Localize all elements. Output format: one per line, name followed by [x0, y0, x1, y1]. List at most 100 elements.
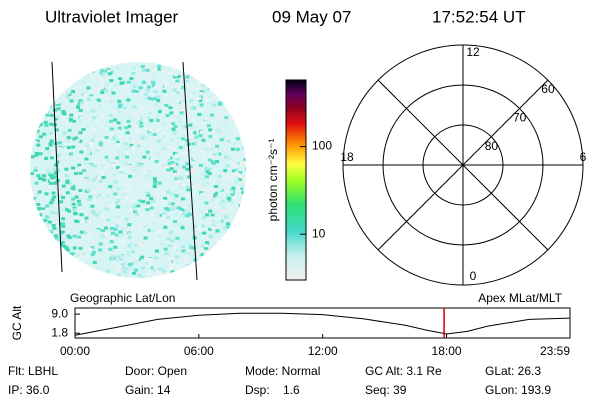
pixel	[189, 133, 194, 137]
pixel	[171, 257, 176, 261]
pixel	[208, 169, 213, 173]
pixel	[103, 204, 108, 208]
pixel	[143, 118, 147, 122]
pixel	[115, 166, 120, 170]
pixel	[181, 99, 186, 103]
pixel	[143, 127, 148, 131]
pixel	[101, 229, 105, 233]
pixel	[178, 238, 183, 242]
pixel	[161, 190, 166, 194]
pixel	[98, 141, 103, 145]
pixel	[156, 270, 161, 274]
pixel	[113, 180, 118, 184]
pixel	[172, 170, 177, 174]
pixel	[124, 217, 129, 221]
pixel	[174, 194, 179, 198]
pixel	[134, 268, 138, 272]
pixel	[35, 207, 40, 211]
pixel	[198, 228, 203, 232]
pixel	[168, 156, 173, 160]
pixel	[71, 166, 76, 170]
pixel	[71, 252, 76, 256]
pixel	[65, 191, 70, 195]
pixel	[221, 118, 226, 122]
pixel	[175, 157, 180, 161]
pixel	[171, 222, 176, 226]
pixel	[125, 96, 130, 100]
pixel	[73, 172, 78, 175]
pixel	[127, 232, 132, 236]
pixel	[235, 172, 240, 176]
pixel	[134, 259, 139, 263]
pixel	[146, 273, 151, 276]
pixel	[165, 190, 170, 194]
pixel	[225, 193, 230, 197]
pixel	[175, 265, 180, 269]
pixel	[205, 170, 210, 174]
pixel	[163, 165, 168, 169]
pixel	[151, 268, 156, 272]
pixel	[181, 252, 186, 256]
pixel	[34, 153, 39, 157]
pixel	[90, 75, 95, 79]
pixel	[87, 147, 92, 151]
pixel	[219, 225, 224, 229]
pixel	[231, 139, 236, 143]
pixel	[85, 177, 90, 181]
pixel	[94, 97, 99, 101]
pixel	[206, 249, 211, 253]
pixel	[212, 96, 216, 100]
pixel	[115, 156, 120, 160]
pixel	[201, 187, 206, 191]
pixel	[129, 143, 134, 147]
pixel	[172, 79, 177, 83]
pixel	[179, 214, 184, 218]
pixel	[183, 109, 188, 113]
pixel	[83, 179, 88, 183]
pixel	[202, 234, 206, 238]
pixel	[183, 258, 188, 262]
pixel	[98, 162, 103, 165]
pixel	[70, 186, 75, 190]
pixel	[155, 249, 159, 253]
pixel	[52, 226, 57, 230]
pixel	[162, 214, 167, 218]
pixel	[77, 163, 82, 167]
pixel	[212, 221, 216, 225]
pixel	[152, 177, 157, 181]
pixel	[108, 166, 113, 170]
pixel	[227, 156, 232, 160]
pixel	[137, 242, 141, 246]
pixel	[223, 169, 228, 173]
pixel	[185, 167, 190, 171]
pixel	[177, 179, 182, 183]
pixel	[85, 83, 90, 87]
pixel	[170, 207, 175, 211]
lat-ring	[382, 84, 544, 246]
pixel	[104, 136, 109, 139]
pixel	[118, 175, 123, 179]
pixel	[141, 69, 146, 73]
pixel	[235, 137, 240, 141]
pixel	[76, 253, 81, 257]
pixel	[56, 168, 61, 172]
pixel	[215, 195, 220, 199]
pixel	[137, 199, 142, 203]
pixel	[230, 193, 235, 197]
pixel	[221, 120, 226, 124]
info-item: IP: 36.0	[8, 383, 50, 397]
pixel	[84, 157, 89, 161]
pixel	[199, 91, 204, 95]
pixel	[200, 243, 205, 247]
pixel	[175, 248, 180, 252]
pixel	[120, 116, 125, 120]
pixel	[61, 184, 66, 188]
pixel	[171, 202, 176, 206]
pixel	[200, 130, 204, 134]
pixel	[118, 167, 123, 171]
pixel	[184, 205, 188, 209]
pixel	[173, 190, 178, 194]
pixel	[147, 65, 152, 69]
pixel	[90, 209, 95, 213]
